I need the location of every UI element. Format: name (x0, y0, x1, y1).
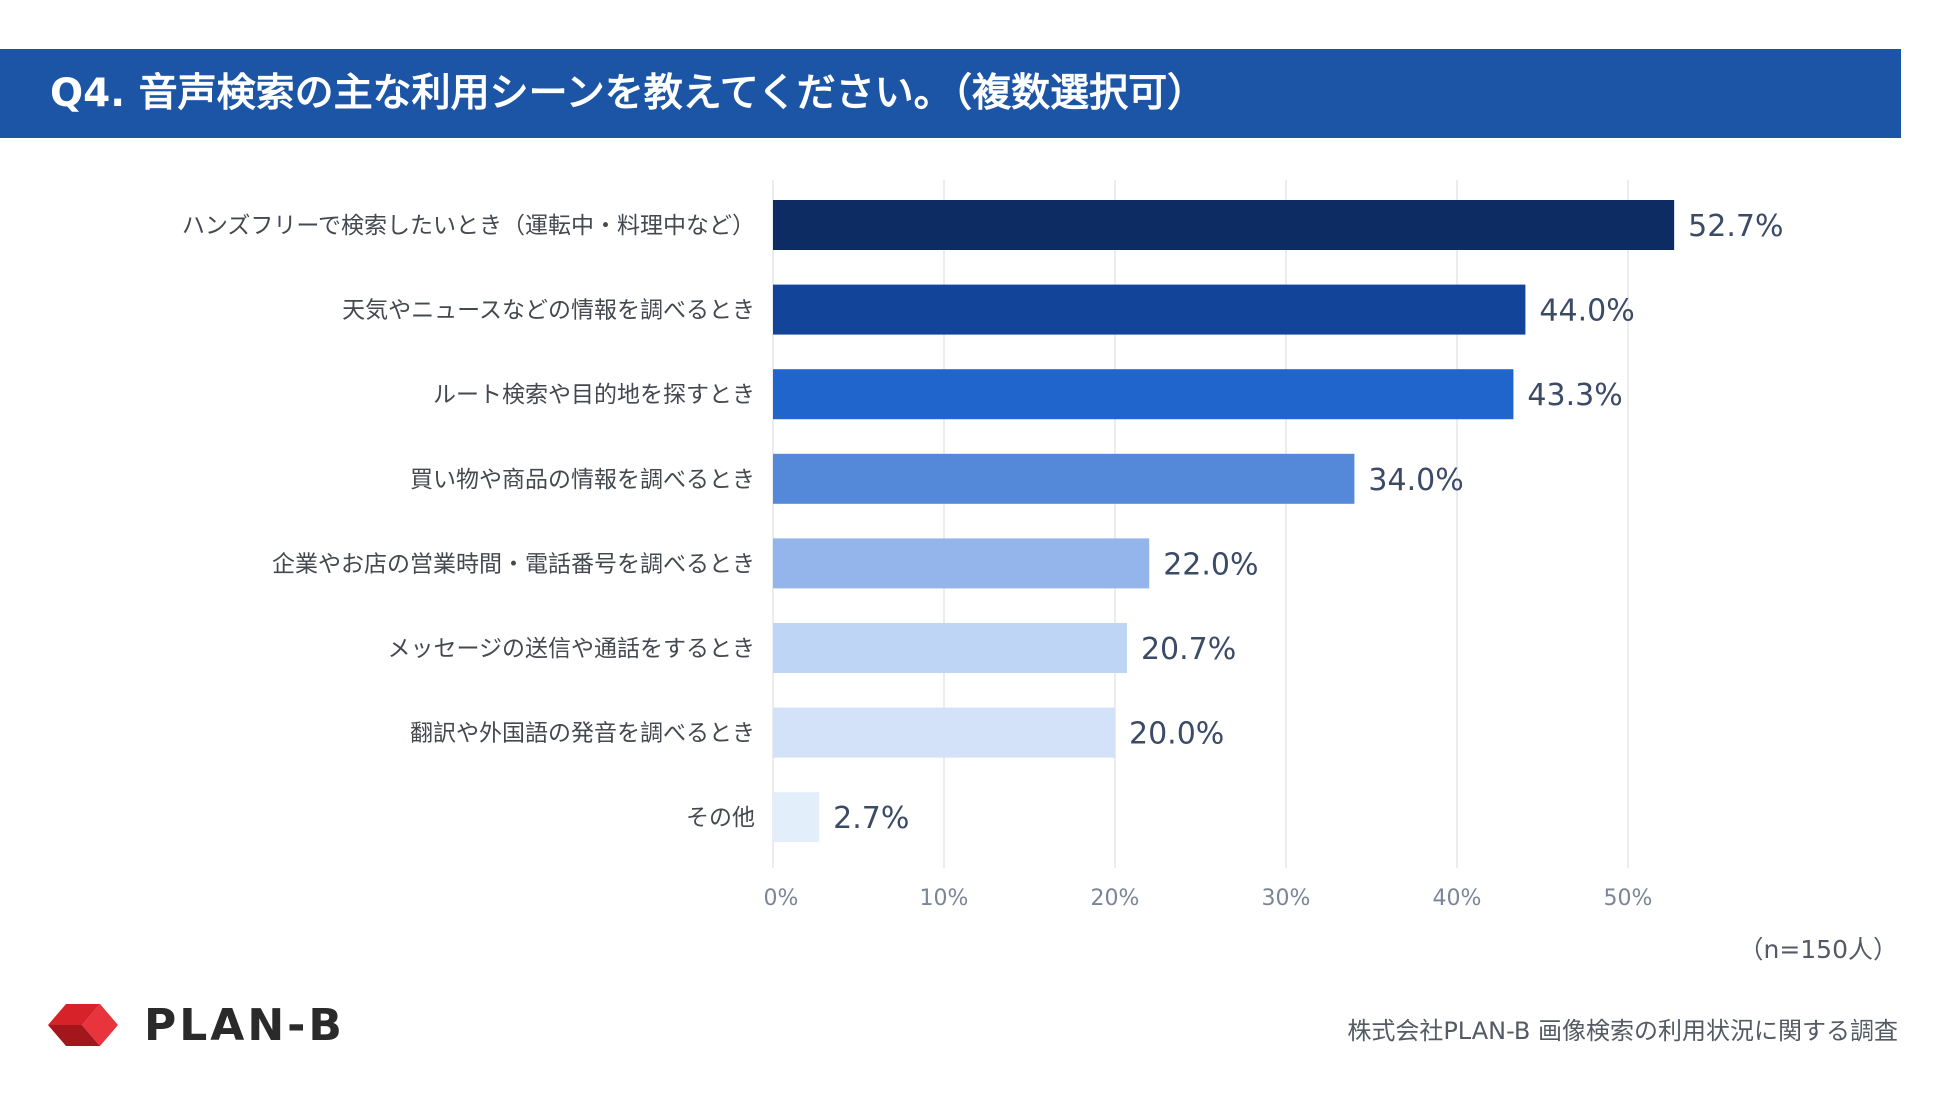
bar (773, 369, 1514, 420)
value-label: 20.7% (1141, 632, 1236, 667)
x-tick-label: 20% (1091, 886, 1140, 911)
sample-size-note: （n=150人） (1738, 935, 1898, 964)
category-label: 企業やお店の営業時間・電話番号を調べるとき (272, 551, 755, 577)
category-label: 買い物や商品の情報を調べるとき (410, 467, 755, 493)
grid-layer (772, 180, 1629, 868)
value-label: 43.3% (1527, 378, 1622, 413)
value-label: 2.7% (833, 801, 909, 836)
x-tick-label: 30% (1262, 886, 1311, 911)
page-title: Q4. 音声検索の主な利用シーンを教えてください。（複数選択可） (50, 71, 1207, 116)
label-layer: 0% 10% 20% 30% 40% 50% ハンズフリーで検索したいとき（運転中・料理中な… (182, 209, 1784, 911)
bar (773, 200, 1675, 250)
bar-layer (773, 200, 1675, 843)
value-label: 34.0% (1368, 463, 1463, 498)
bar (773, 453, 1355, 504)
value-label: 22.0% (1163, 547, 1258, 582)
bar (773, 538, 1150, 589)
category-label: ルート検索や目的地を探すとき (433, 382, 755, 408)
x-tick-label: 0% (764, 886, 799, 911)
category-label: メッセージの送信や通話をするとき (387, 636, 755, 662)
x-tick-label: 50% (1604, 886, 1653, 911)
bar (773, 623, 1127, 673)
company-logo: PLAN-B (48, 999, 345, 1051)
value-label: 20.0% (1129, 717, 1224, 752)
plan-b-logo-icon (48, 1004, 118, 1046)
value-label: 52.7% (1688, 209, 1783, 244)
category-label: 天気やニュースなどの情報を調べるとき (342, 298, 755, 324)
source-note: 株式会社PLAN-B 画像検索の利用状況に関する調査 (1347, 1017, 1898, 1045)
x-tick-label: 40% (1433, 886, 1482, 911)
value-label: 44.0% (1539, 294, 1634, 329)
category-label: その他 (686, 805, 755, 831)
logo-text: PLAN-B (144, 999, 345, 1051)
bar (773, 792, 820, 843)
category-label: ハンズフリーで検索したいとき（運転中・料理中など） (182, 213, 755, 239)
x-tick-label: 10% (920, 886, 969, 911)
bar (773, 707, 1115, 758)
header-bar: Q4. 音声検索の主な利用シーンを教えてください。（複数選択可） (0, 49, 1901, 138)
bar (773, 284, 1526, 335)
category-label: 翻訳や外国語の発音を調べるとき (410, 721, 755, 747)
